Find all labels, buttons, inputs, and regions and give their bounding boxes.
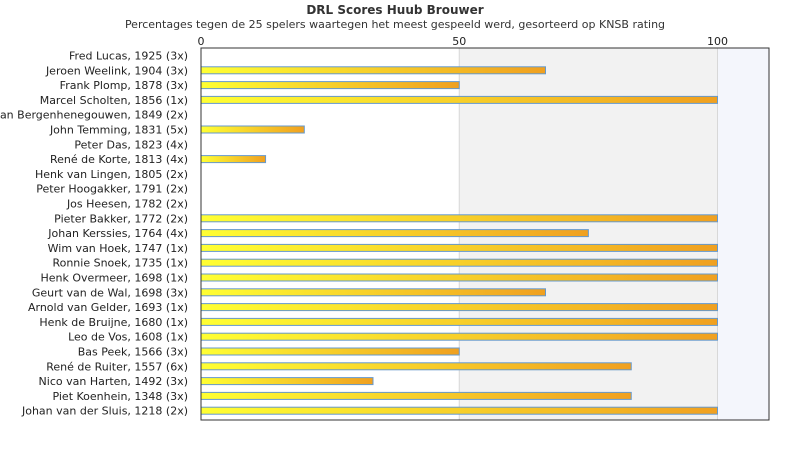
bar (200, 273, 718, 282)
bar (200, 362, 632, 371)
category-label: Guido van Bergenhenegouwen, 1849 (2x) (0, 109, 188, 122)
category-label: Arnold van Gelder, 1693 (1x) (28, 301, 188, 314)
plot-frame (200, 47, 770, 421)
bar (200, 332, 718, 341)
plot-area: 0 50 100 Fred Lucas, 1925 (3x)Jeroen Weelin… (0, 35, 770, 421)
x-tick-label-100: 100 (707, 35, 728, 48)
category-label: Fred Lucas, 1925 (3x) (69, 50, 188, 63)
bar (200, 288, 547, 297)
bar (200, 303, 718, 312)
chart-title: DRL Scores Huub Brouwer (306, 3, 483, 17)
category-label: Henk de Bruijne, 1680 (1x) (39, 316, 188, 329)
category-label: Johan Kerssies, 1764 (4x) (47, 227, 188, 240)
category-label: Frank Plomp, 1878 (3x) (60, 79, 188, 92)
category-label: Marcel Scholten, 1856 (1x) (40, 94, 188, 107)
category-label: Peter Das, 1823 (4x) (74, 138, 188, 151)
bar (200, 258, 718, 267)
category-label: Nico van Harten, 1492 (3x) (39, 375, 188, 388)
category-label: Henk van Lingen, 1805 (2x) (35, 168, 188, 181)
category-label: René de Korte, 1813 (4x) (50, 153, 188, 166)
category-label: John Temming, 1831 (5x) (49, 124, 188, 137)
category-label: Henk Overmeer, 1698 (1x) (41, 272, 189, 285)
bar (200, 125, 305, 134)
category-label: Leo de Vos, 1608 (1x) (68, 331, 188, 344)
bar (200, 66, 547, 75)
bar (200, 95, 718, 104)
chart-subtitle: Percentages tegen de 25 spelers waartege… (125, 18, 665, 31)
category-label: Jeroen Weelink, 1904 (3x) (45, 64, 188, 77)
category-label: Piet Koenhein, 1348 (3x) (52, 390, 188, 403)
bar (200, 377, 374, 386)
band-100-plus (717, 48, 769, 420)
category-label: Bas Peek, 1566 (3x) (78, 346, 188, 359)
category-label: Ronnie Snoek, 1735 (1x) (52, 257, 188, 270)
bar (200, 81, 460, 90)
category-label: Geurt van de Wal, 1698 (3x) (32, 286, 188, 299)
bar (200, 317, 718, 326)
category-label: Jos Heesen, 1782 (2x) (66, 198, 188, 211)
category-label: René de Ruiter, 1557 (6x) (46, 360, 188, 373)
x-tick-label-0: 0 (198, 35, 205, 48)
category-label: Johan van der Sluis, 1218 (2x) (21, 405, 188, 418)
bar (200, 347, 460, 356)
category-label: Peter Hoogakker, 1791 (2x) (36, 183, 188, 196)
bar (200, 243, 718, 252)
x-tick-label-50: 50 (452, 35, 466, 48)
bar (200, 406, 718, 415)
category-label: Pieter Bakker, 1772 (2x) (54, 212, 188, 225)
bar (200, 155, 267, 164)
bar (200, 391, 632, 400)
bar (200, 229, 589, 238)
category-label: Wim van Hoek, 1747 (1x) (48, 242, 188, 255)
bar (200, 214, 718, 223)
